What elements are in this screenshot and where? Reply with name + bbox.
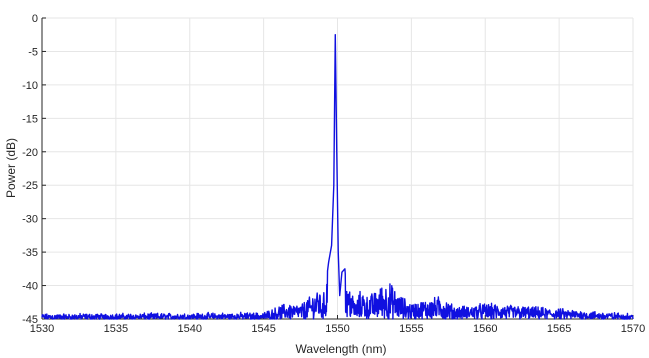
x-axis-label: Wavelength (nm) [296, 342, 387, 356]
x-tick-label: 1545 [251, 323, 275, 335]
y-tick-label: -10 [22, 80, 38, 92]
y-tick-label: -35 [22, 247, 38, 259]
y-tick-label: -15 [22, 113, 38, 125]
y-tick-label: 0 [32, 13, 38, 25]
x-tick-label: 1565 [547, 323, 571, 335]
y-tick-label: -5 [28, 46, 38, 58]
plot-area [41, 34, 634, 320]
x-tick-label: 1535 [104, 323, 128, 335]
y-tick-label: -25 [22, 180, 38, 192]
x-tick-label: 1570 [621, 323, 645, 335]
spectrum-line [41, 34, 634, 320]
y-axis-label: Power (dB) [4, 138, 18, 198]
x-tick-labels: 1530 1535 1540 1545 1550 1555 1560 1565 1570 [30, 323, 645, 335]
grid [41, 17, 634, 320]
y-tick-label: -30 [22, 214, 38, 226]
x-tick-label: 1560 [473, 323, 497, 335]
y-tick-label: -45 [22, 314, 38, 326]
x-tick-label: 1540 [178, 323, 202, 335]
x-tick-label: 1550 [325, 323, 349, 335]
x-tick-label: 1530 [30, 323, 54, 335]
y-tick-label: -20 [22, 147, 38, 159]
x-tick-label: 1555 [399, 323, 423, 335]
y-tick-labels: 0 -5 -10 -15 -20 -25 -30 -35 -40 -45 [22, 13, 38, 326]
y-tick-label: -40 [22, 281, 38, 293]
